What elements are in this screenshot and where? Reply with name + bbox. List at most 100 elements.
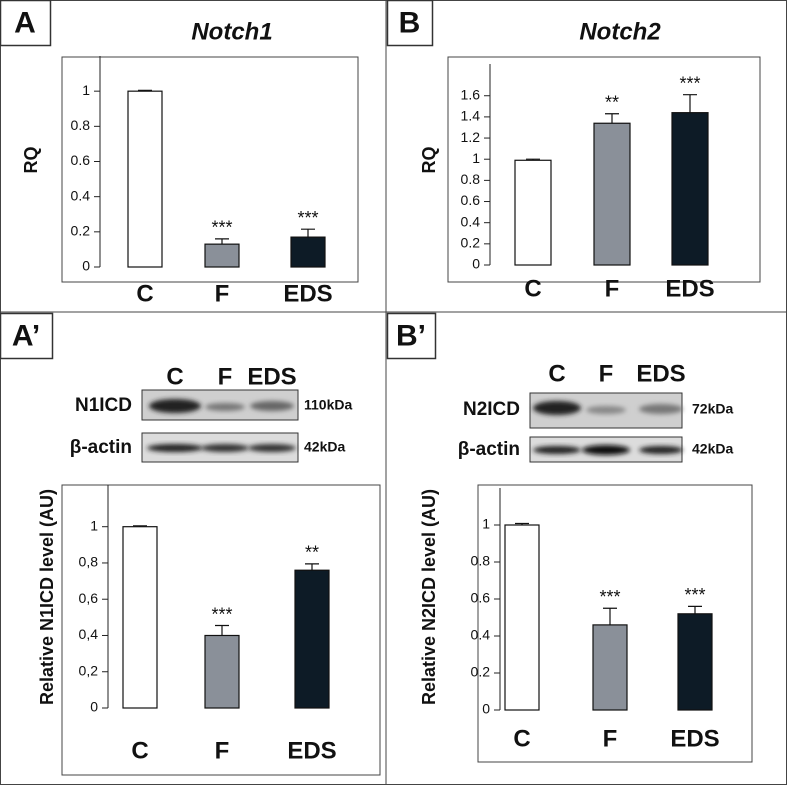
error-bar bbox=[215, 238, 229, 245]
y-tick-label: 0,8 bbox=[79, 554, 99, 570]
plot-frame bbox=[477, 484, 753, 763]
x-tick-label: F bbox=[215, 737, 230, 764]
significance-label: ** bbox=[605, 92, 619, 112]
x-tick-label: F bbox=[605, 275, 620, 302]
x-tick-label: EDS bbox=[670, 725, 719, 752]
lane-label: EDS bbox=[247, 363, 296, 390]
bar bbox=[593, 122, 631, 266]
error-bar bbox=[683, 94, 697, 113]
significance-label: *** bbox=[211, 218, 232, 238]
panel-label-box bbox=[386, 0, 434, 47]
y-tick-label: 0.4 bbox=[471, 627, 491, 643]
y-tick-label: 0.2 bbox=[71, 223, 91, 239]
significance-label: ** bbox=[305, 543, 319, 563]
panel-label: A bbox=[14, 6, 36, 39]
y-tick-label: 0.8 bbox=[471, 553, 491, 569]
y-tick-label: 1.4 bbox=[461, 108, 481, 124]
bar bbox=[204, 243, 240, 268]
x-tick-label: EDS bbox=[665, 275, 714, 302]
y-tick-label: 1 bbox=[82, 82, 90, 98]
y-tick-label: 0.6 bbox=[461, 192, 481, 208]
bar bbox=[592, 624, 628, 711]
x-tick-label: F bbox=[215, 280, 230, 307]
x-tick-label: EDS bbox=[287, 737, 336, 764]
y-axis-label: RQ bbox=[21, 147, 41, 174]
y-tick-label: 0.8 bbox=[461, 171, 481, 187]
x-tick-label: C bbox=[131, 737, 148, 764]
bar bbox=[290, 236, 326, 268]
error-bar bbox=[215, 624, 229, 636]
panel-label-box bbox=[0, 312, 54, 360]
y-tick-label: 0.2 bbox=[471, 664, 491, 680]
y-axis-label: RQ bbox=[419, 147, 439, 174]
bar bbox=[514, 159, 552, 266]
significance-label: *** bbox=[684, 585, 705, 605]
x-tick-label: C bbox=[513, 725, 530, 752]
panel-label: A’ bbox=[12, 319, 40, 352]
x-tick-label: C bbox=[524, 275, 541, 302]
y-tick-label: 0 bbox=[482, 701, 490, 717]
error-bar bbox=[688, 605, 702, 614]
error-bar bbox=[305, 563, 319, 571]
y-tick-label: 0,4 bbox=[79, 626, 99, 642]
error-bar bbox=[138, 89, 152, 92]
y-tick-label: 0 bbox=[472, 256, 480, 272]
blot-row-label: N1ICD bbox=[75, 395, 132, 416]
chart-title: Notch1 bbox=[191, 18, 272, 45]
plot-frame bbox=[61, 484, 381, 776]
significance-label: *** bbox=[599, 587, 620, 607]
error-bar bbox=[133, 525, 147, 527]
error-bar bbox=[603, 607, 617, 625]
significance-label: *** bbox=[297, 208, 318, 228]
y-tick-label: 1.2 bbox=[461, 129, 481, 145]
molecular-weight: 72kDa bbox=[692, 401, 733, 417]
x-tick-label: C bbox=[136, 280, 153, 307]
panel-label-box bbox=[386, 312, 437, 360]
y-tick-label: 0.2 bbox=[461, 235, 481, 251]
y-tick-label: 0.4 bbox=[71, 187, 91, 203]
bar bbox=[504, 524, 540, 711]
y-tick-label: 0.6 bbox=[471, 590, 491, 606]
y-tick-label: 0.4 bbox=[461, 213, 481, 229]
panel-label-box bbox=[0, 0, 52, 47]
plot-frame bbox=[447, 56, 761, 283]
error-bar bbox=[526, 158, 540, 161]
bar bbox=[122, 526, 158, 709]
error-bar bbox=[605, 113, 619, 124]
molecular-weight: 42kDa bbox=[692, 441, 733, 457]
y-tick-label: 1 bbox=[482, 516, 490, 532]
y-tick-label: 0,6 bbox=[79, 590, 99, 606]
bar bbox=[677, 613, 713, 711]
blot-image bbox=[141, 389, 683, 463]
blot-row-label: β-actin bbox=[458, 439, 520, 460]
significance-label: *** bbox=[679, 73, 700, 93]
blot-row-label: β-actin bbox=[70, 437, 132, 458]
y-tick-label: 1 bbox=[90, 517, 98, 533]
y-tick-label: 0 bbox=[90, 699, 98, 715]
y-tick-label: 0 bbox=[82, 258, 90, 274]
chart-title: Notch2 bbox=[579, 18, 661, 45]
y-tick-label: 0.6 bbox=[71, 152, 91, 168]
y-axis-label: Relative N2ICD level (AU) bbox=[419, 489, 439, 705]
error-bar bbox=[301, 228, 315, 238]
y-tick-label: 1.6 bbox=[461, 86, 481, 102]
bar bbox=[127, 90, 163, 268]
panel-label: B’ bbox=[396, 319, 426, 352]
lane-label: C bbox=[166, 363, 183, 390]
panel-label: B bbox=[399, 6, 421, 39]
y-tick-label: 0,2 bbox=[79, 662, 99, 678]
bar bbox=[671, 112, 709, 266]
error-bar bbox=[515, 522, 529, 525]
bar bbox=[294, 569, 330, 709]
significance-label: *** bbox=[211, 604, 232, 624]
lane-label: F bbox=[599, 360, 614, 387]
x-tick-label: EDS bbox=[283, 280, 332, 307]
molecular-weight: 42kDa bbox=[304, 439, 345, 455]
bar bbox=[204, 634, 240, 709]
lane-label: EDS bbox=[636, 360, 685, 387]
x-tick-label: F bbox=[603, 725, 618, 752]
y-axis-label: Relative N1ICD level (AU) bbox=[37, 489, 57, 705]
molecular-weight: 110kDa bbox=[304, 397, 352, 413]
plot-frame bbox=[61, 56, 359, 283]
